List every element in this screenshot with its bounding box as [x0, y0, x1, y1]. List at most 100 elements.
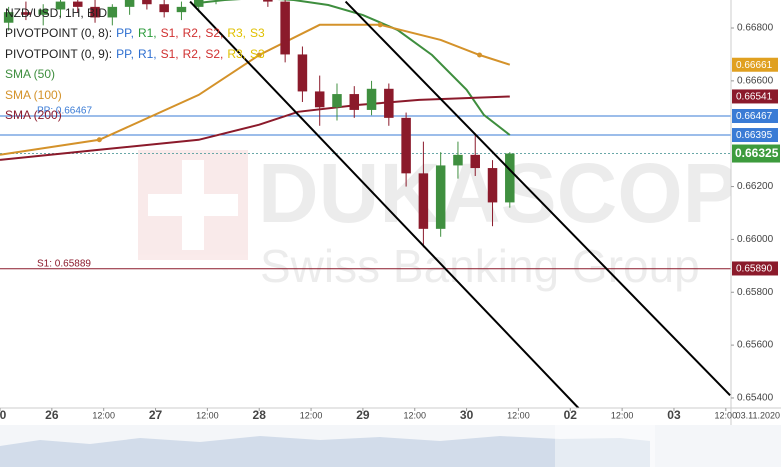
- y-tick-label: 0.66200: [737, 181, 774, 192]
- current-price-label: 0.66325: [735, 146, 779, 160]
- pivot-prefix: PIVOTPOINT (0, 8):: [5, 26, 112, 40]
- pivot-item: S2,: [205, 26, 223, 40]
- x-tick-label: 12:00: [715, 410, 738, 420]
- candle-body: [453, 154, 463, 166]
- price-badge-label: 0.66541: [736, 92, 773, 103]
- x-tick-label: 12:00: [403, 410, 426, 420]
- price-badge: [732, 89, 778, 104]
- x-tick-label: 27: [149, 408, 163, 422]
- pivot-item: R2,: [183, 26, 202, 40]
- x-tick-label: 12:00: [92, 410, 115, 420]
- legend-entry: SMA (100): [5, 88, 62, 102]
- pivot-legend: PIVOTPOINT (0, 9): PP, R1, S1, R2, S2, R3, S3: [5, 47, 265, 61]
- legend: NZD/USD, 1H, BID PIVOTPOINT (0, 8): PP, R1,…: [5, 6, 265, 122]
- candle-body: [418, 173, 429, 229]
- pivot-item: R1,: [138, 47, 157, 61]
- date-label: 03.11.2020: [736, 410, 780, 420]
- y-tick-label: 0.65600: [737, 340, 774, 351]
- price-badge: [732, 57, 778, 72]
- watermark-logo: [138, 150, 248, 260]
- x-tick-label: 12:00: [300, 410, 323, 420]
- legend-entry: SMA (50): [5, 67, 55, 81]
- pivot-item: R3,: [227, 47, 246, 61]
- watermark: DUKASCOPY: [258, 146, 781, 240]
- pivot-item: R3,: [227, 26, 246, 40]
- level-label: S1: 0.65889: [37, 258, 91, 269]
- pivot-item: S3: [250, 26, 265, 40]
- pivot-item: S1,: [161, 26, 179, 40]
- x-tick-label: 26: [45, 408, 59, 422]
- pivot-item: S1,: [161, 47, 179, 61]
- x-tick-label: 0: [0, 408, 7, 422]
- price-badge: [732, 128, 778, 143]
- candle-body: [73, 1, 83, 7]
- candle-body: [401, 117, 411, 174]
- price-badge: [732, 261, 778, 276]
- candle-body: [176, 6, 187, 13]
- trend-line: [189, 0, 580, 408]
- candle-body: [55, 1, 66, 10]
- navigator-window: [555, 425, 655, 467]
- candle-body: [470, 154, 480, 169]
- x-tick-label: 28: [253, 408, 267, 422]
- candle-body: [107, 6, 118, 18]
- price-badge-label: 0.66467: [736, 111, 773, 122]
- pivot-item: R1,: [138, 26, 157, 40]
- price-badge-label: 0.66661: [736, 60, 773, 71]
- y-tick-label: 0.66000: [737, 234, 774, 245]
- candle-body: [90, 6, 100, 18]
- candle-body: [314, 91, 325, 108]
- price-badge-label: 0.66395: [736, 130, 773, 141]
- sma-marker: [96, 137, 102, 143]
- price-badge: [732, 109, 778, 124]
- pivot-item: S2,: [205, 47, 223, 61]
- current-price-badge: [732, 144, 780, 163]
- x-tick-label: 30: [460, 408, 474, 422]
- symbol-label: NZD/USD, 1H, BID: [5, 6, 107, 20]
- x-tick-label: 12:00: [507, 410, 530, 420]
- x-tick-label: 29: [356, 408, 370, 422]
- legend-entry: SMA (200): [5, 108, 62, 122]
- pivot-item: R2,: [183, 47, 202, 61]
- sma-marker: [377, 22, 383, 28]
- candle-body: [38, 9, 48, 15]
- candle-body: [332, 94, 342, 108]
- candle-body: [349, 94, 360, 110]
- pivot-item: S3: [250, 47, 265, 61]
- candle-body: [263, 0, 273, 2]
- pivot-prefix: PIVOTPOINT (0, 9):: [5, 47, 112, 61]
- x-tick-label: 12:00: [196, 410, 219, 420]
- sma-line: [0, 95, 510, 161]
- trend-line: [344, 0, 731, 396]
- sma-marker: [477, 52, 483, 58]
- candle-body: [159, 4, 169, 13]
- plot-area: DUKASCOPY Swiss Banking Group PP: 0.6646…: [0, 0, 781, 408]
- x-tick-label: 03: [667, 408, 681, 422]
- price-badge-label: 0.65890: [736, 264, 773, 275]
- navigator-area: [0, 436, 650, 467]
- candle-body: [280, 1, 290, 55]
- pivot-legend: PIVOTPOINT (0, 8): PP, R1, S1, R2, S2, R3, S3: [5, 26, 265, 40]
- candle-body: [366, 88, 377, 110]
- x-tick-label: 02: [564, 408, 578, 422]
- candle-body: [487, 168, 498, 203]
- sma-marker: [256, 52, 262, 58]
- pivot-item: PP,: [116, 26, 134, 40]
- y-tick-label: 0.65800: [737, 287, 774, 298]
- watermark: Swiss Banking Group: [260, 240, 700, 292]
- pivot-item: PP,: [116, 47, 134, 61]
- sma-line: [0, 23, 511, 156]
- candle-body: [193, 0, 204, 7]
- candle-body: [384, 88, 394, 118]
- candle-body: [124, 0, 135, 7]
- candle-body: [297, 54, 308, 92]
- candle-body: [505, 153, 515, 203]
- y-tick-label: 0.66600: [737, 76, 774, 87]
- candle-body: [3, 12, 14, 23]
- candle-body: [21, 12, 31, 15]
- navigator: [0, 425, 781, 467]
- y-tick-label: 0.65400: [737, 393, 774, 404]
- candle-body: [142, 0, 152, 5]
